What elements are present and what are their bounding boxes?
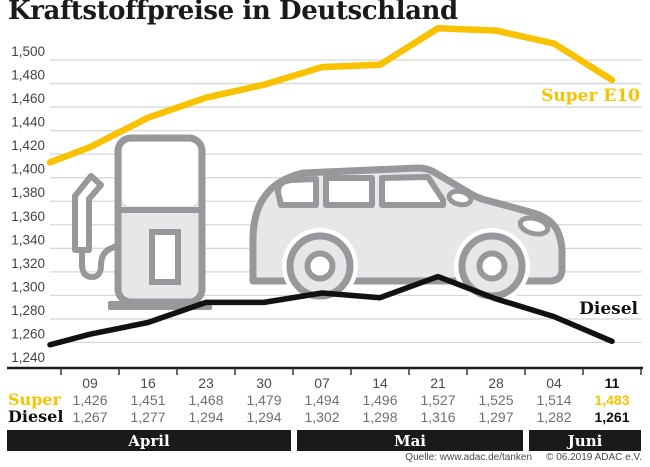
y-tick-label: 1,420 [11, 138, 45, 153]
month-band-mai: Mai [297, 430, 523, 451]
diesel-price-cell: 1,316 [420, 409, 456, 425]
y-tick-label: 1,400 [11, 162, 45, 177]
month-band-april: April [7, 430, 291, 451]
super-price-cell: 1,451 [130, 392, 166, 408]
y-tick-label: 1,320 [11, 256, 45, 271]
table-row-label-super: Super [8, 390, 61, 409]
date-cell: 30 [256, 375, 272, 391]
front-wheel-icon [454, 228, 530, 304]
month-band-juni: Juni [529, 430, 641, 451]
date-cell: 04 [546, 375, 562, 391]
price-line-diesel [47, 273, 615, 348]
price-line-super-e10 [46, 24, 616, 166]
y-tick-label: 1,500 [11, 44, 45, 59]
y-tick-label: 1,300 [11, 279, 45, 294]
fuel-pump-icon [72, 134, 212, 310]
super-price-cell: 1,494 [304, 392, 340, 408]
rear-wheel-icon [282, 228, 358, 304]
date-cell: 09 [82, 375, 98, 391]
copyright-text: © 06.2019 ADAC e.V. [546, 452, 642, 463]
date-cell: 07 [314, 375, 330, 391]
x-axis [7, 366, 643, 375]
super-price-cell: 1,483 [594, 392, 630, 408]
series-label-super-e10: Super E10 [541, 86, 640, 106]
date-cell: 14 [372, 375, 388, 391]
diesel-price-cell: 1,302 [304, 409, 340, 425]
source-text: Quelle: www.adac.de/tanken [405, 452, 533, 463]
super-price-cell: 1,527 [420, 392, 456, 408]
table-row-label-diesel: Diesel [8, 407, 64, 426]
date-cell: 16 [140, 375, 156, 391]
source-note: Quelle: www.adac.de/tanken © 06.2019 ADA… [405, 452, 642, 463]
diesel-price-cell: 1,261 [594, 409, 630, 425]
date-cell: 23 [198, 375, 214, 391]
super-price-cell: 1,525 [478, 392, 514, 408]
date-cell: 11 [604, 375, 620, 391]
date-cell: 21 [430, 375, 446, 391]
y-tick-label: 1,240 [11, 350, 45, 365]
date-cell: 28 [488, 375, 504, 391]
car-icon [249, 164, 566, 304]
series-label-diesel: Diesel [579, 299, 638, 319]
diesel-price-cell: 1,298 [362, 409, 398, 425]
diesel-price-cell: 1,294 [188, 409, 224, 425]
super-price-cell: 1,468 [188, 392, 224, 408]
y-tick-label: 1,260 [11, 326, 45, 341]
diesel-price-cell: 1,297 [478, 409, 514, 425]
y-tick-label: 1,480 [11, 68, 45, 83]
price-lines [46, 24, 616, 348]
diesel-price-cell: 1,267 [72, 409, 108, 425]
y-axis-labels: 1,240 1,260 1,280 1,300 1,320 1,340 1,360 1,380… [11, 44, 45, 365]
super-price-cell: 1,479 [246, 392, 282, 408]
y-tick-label: 1,340 [11, 232, 45, 247]
diesel-price-cell: 1,277 [130, 409, 166, 425]
y-tick-label: 1,460 [11, 91, 45, 106]
y-tick-label: 1,280 [11, 303, 45, 318]
super-price-cell: 1,426 [72, 392, 108, 408]
diesel-price-cell: 1,282 [536, 409, 572, 425]
super-price-cell: 1,514 [536, 392, 572, 408]
page-title: Kraftstoffpreise in Deutschland [8, 0, 458, 26]
y-tick-label: 1,380 [11, 185, 45, 200]
y-tick-label: 1,440 [11, 115, 45, 130]
y-tick-label: 1,360 [11, 209, 45, 224]
diesel-price-cell: 1,294 [246, 409, 282, 425]
super-price-cell: 1,496 [362, 392, 398, 408]
